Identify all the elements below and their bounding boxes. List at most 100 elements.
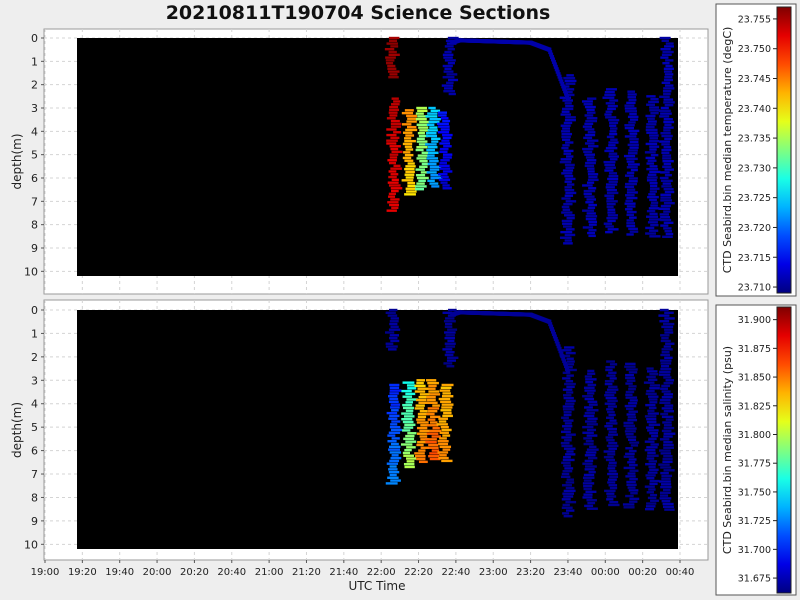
data-mark bbox=[565, 82, 576, 85]
data-mark bbox=[625, 208, 633, 211]
data-mark bbox=[438, 442, 449, 446]
data-mark bbox=[607, 228, 619, 231]
data-mark bbox=[645, 426, 655, 429]
data-mark bbox=[625, 373, 634, 377]
data-mark bbox=[660, 471, 669, 475]
data-mark bbox=[562, 425, 573, 428]
data-mark bbox=[605, 230, 613, 234]
data-mark bbox=[607, 107, 616, 111]
data-mark bbox=[402, 451, 410, 455]
data-mark bbox=[625, 447, 633, 450]
data-mark bbox=[562, 377, 571, 380]
data-mark bbox=[393, 164, 401, 168]
data-mark bbox=[629, 118, 639, 121]
data-mark bbox=[604, 194, 615, 197]
data-mark bbox=[446, 81, 454, 84]
data-mark bbox=[661, 395, 673, 399]
data-mark bbox=[388, 445, 401, 449]
data-mark bbox=[626, 191, 638, 194]
data-mark bbox=[417, 412, 430, 416]
data-mark bbox=[390, 406, 400, 409]
data-mark bbox=[387, 476, 399, 479]
data-mark bbox=[388, 470, 400, 474]
data-mark bbox=[415, 455, 426, 458]
data-mark bbox=[448, 308, 457, 312]
data-mark bbox=[659, 449, 671, 452]
data-mark bbox=[445, 322, 453, 326]
data-mark bbox=[432, 404, 440, 407]
data-mark bbox=[389, 383, 400, 387]
data-mark bbox=[607, 453, 616, 456]
data-mark bbox=[406, 446, 416, 449]
data-mark bbox=[627, 461, 636, 464]
data-mark bbox=[437, 111, 447, 114]
data-mark bbox=[565, 399, 576, 403]
data-mark bbox=[405, 165, 416, 168]
data-mark bbox=[663, 92, 671, 96]
data-mark bbox=[627, 96, 637, 99]
data-mark bbox=[439, 161, 447, 165]
data-mark bbox=[565, 351, 576, 355]
data-mark bbox=[393, 100, 401, 103]
data-mark bbox=[442, 448, 451, 451]
data-mark bbox=[584, 468, 595, 471]
data-mark bbox=[626, 188, 636, 191]
data-mark bbox=[439, 445, 452, 449]
data-mark bbox=[421, 162, 429, 166]
data-mark bbox=[650, 223, 659, 227]
surface-track-mark bbox=[549, 324, 554, 329]
x-tick-label: 19:40 bbox=[105, 567, 134, 578]
x-tick-label: 20:40 bbox=[217, 567, 246, 578]
data-mark bbox=[609, 486, 618, 490]
data-mark bbox=[390, 173, 399, 176]
data-mark bbox=[664, 84, 674, 87]
data-mark bbox=[390, 125, 402, 128]
data-mark bbox=[659, 497, 672, 500]
y-axis-label: depth(m) bbox=[10, 134, 24, 190]
data-mark bbox=[443, 411, 452, 415]
data-mark bbox=[388, 195, 396, 198]
data-mark bbox=[586, 448, 599, 451]
data-mark bbox=[388, 431, 401, 434]
data-mark bbox=[644, 448, 656, 452]
data-mark bbox=[663, 146, 672, 149]
data-mark bbox=[608, 141, 619, 144]
data-mark bbox=[588, 234, 596, 238]
data-mark bbox=[586, 212, 596, 215]
data-mark bbox=[440, 175, 449, 179]
data-mark bbox=[430, 109, 441, 112]
data-mark bbox=[429, 160, 439, 163]
surface-track-mark bbox=[558, 349, 563, 354]
data-mark bbox=[604, 113, 612, 116]
data-mark bbox=[628, 149, 638, 152]
data-mark bbox=[647, 370, 658, 373]
data-mark bbox=[562, 492, 575, 495]
data-mark bbox=[660, 365, 670, 368]
data-mark bbox=[562, 107, 574, 111]
data-mark bbox=[649, 218, 661, 221]
data-mark bbox=[605, 102, 615, 105]
data-mark bbox=[562, 503, 570, 507]
data-mark bbox=[626, 379, 636, 382]
data-mark bbox=[414, 384, 426, 388]
data-mark bbox=[444, 336, 455, 340]
data-mark bbox=[605, 422, 618, 425]
data-mark bbox=[442, 184, 450, 187]
colorbar-tick-label: 31.775 bbox=[738, 459, 771, 470]
data-mark bbox=[414, 390, 426, 393]
data-mark bbox=[565, 433, 576, 436]
data-mark bbox=[606, 188, 617, 192]
data-mark bbox=[649, 134, 659, 137]
data-mark bbox=[663, 426, 675, 430]
data-mark bbox=[605, 116, 617, 119]
data-mark bbox=[660, 106, 669, 110]
data-mark bbox=[647, 195, 659, 199]
data-mark bbox=[628, 463, 638, 467]
data-mark bbox=[627, 472, 636, 475]
data-mark bbox=[390, 198, 400, 201]
data-mark bbox=[645, 462, 656, 466]
data-mark bbox=[427, 179, 435, 182]
data-mark bbox=[661, 477, 671, 480]
data-mark bbox=[607, 433, 618, 436]
